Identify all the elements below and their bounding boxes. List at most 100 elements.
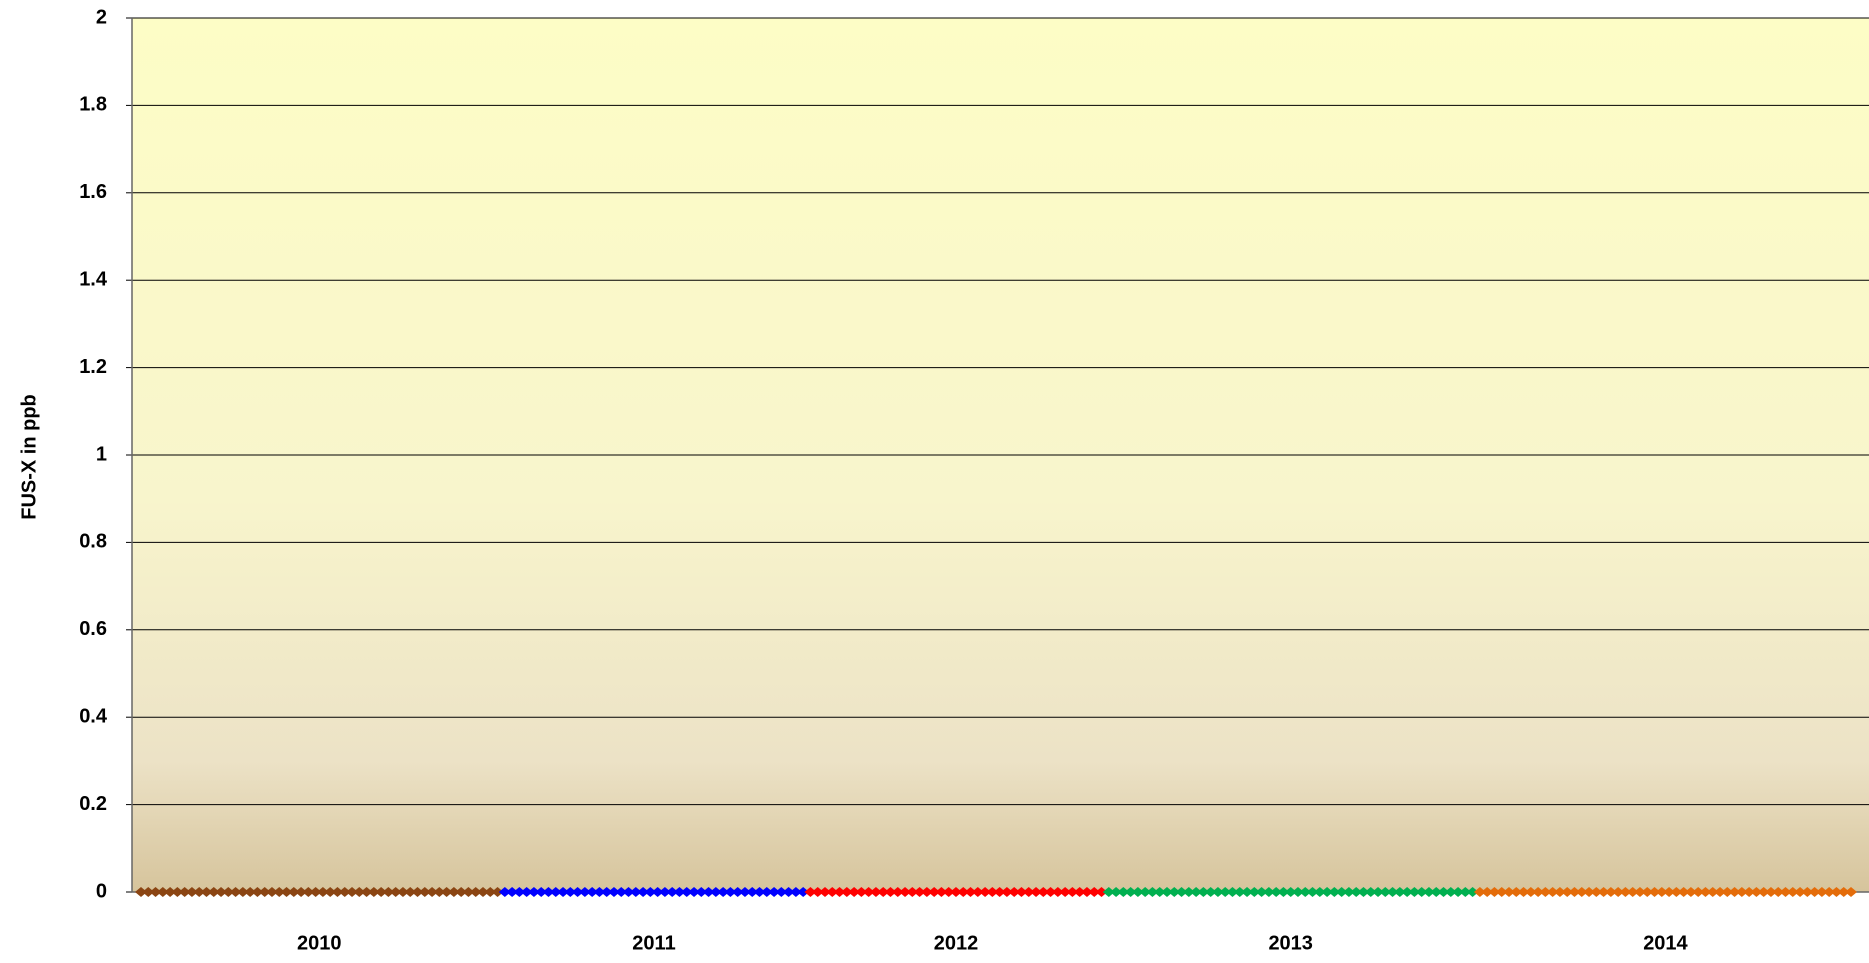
marker	[1059, 887, 1072, 897]
marker	[775, 887, 788, 897]
marker	[637, 887, 650, 897]
marker	[935, 887, 948, 897]
marker	[1510, 887, 1523, 897]
marker	[1008, 887, 1021, 897]
marker	[738, 887, 751, 897]
marker	[1422, 887, 1435, 897]
marker	[1095, 887, 1108, 897]
marker	[1808, 887, 1821, 897]
marker	[396, 887, 409, 897]
marker	[1190, 887, 1203, 897]
marker	[367, 887, 380, 897]
marker	[1037, 887, 1050, 897]
marker	[884, 887, 897, 897]
marker	[382, 887, 395, 897]
marker	[1233, 887, 1246, 897]
marker	[360, 887, 373, 897]
y-tick-label: 0	[96, 880, 107, 902]
marker	[1779, 887, 1792, 897]
marker	[593, 887, 606, 897]
y-tick-label: 1	[96, 443, 107, 465]
marker	[1197, 887, 1210, 897]
marker	[375, 887, 388, 897]
marker	[1764, 887, 1777, 897]
marker	[1845, 887, 1857, 897]
marker	[651, 887, 664, 897]
marker	[709, 887, 722, 897]
marker	[1706, 887, 1719, 897]
marker	[1248, 887, 1261, 897]
marker	[1321, 887, 1334, 897]
marker	[287, 887, 300, 897]
marker	[731, 887, 744, 897]
marker	[869, 887, 882, 897]
marker	[957, 887, 970, 897]
marker	[1277, 887, 1290, 897]
marker	[1284, 887, 1297, 897]
marker	[1437, 887, 1450, 897]
y-tick-label: 1.8	[79, 94, 107, 116]
marker	[229, 887, 242, 897]
marker	[1241, 887, 1254, 897]
marker	[717, 887, 730, 897]
y-axis-label: FUS-X in ppb	[18, 394, 40, 520]
marker	[1226, 887, 1239, 897]
marker	[819, 887, 831, 897]
marker	[1655, 887, 1668, 897]
marker	[324, 887, 337, 897]
marker	[178, 887, 191, 897]
marker	[1110, 887, 1123, 897]
marker	[586, 887, 599, 897]
marker	[1488, 887, 1501, 897]
marker	[149, 887, 162, 897]
y-tick-label: 0.2	[79, 793, 107, 815]
marker	[1663, 887, 1676, 897]
marker	[1066, 887, 1079, 897]
marker	[557, 887, 570, 897]
marker	[1452, 887, 1465, 897]
marker	[840, 887, 853, 897]
marker	[1481, 887, 1494, 897]
marker	[1583, 887, 1596, 897]
marker	[477, 887, 489, 897]
marker	[527, 887, 540, 897]
y-tick-label: 0.4	[79, 705, 108, 727]
marker	[353, 887, 366, 897]
marker	[222, 887, 235, 897]
marker	[1503, 887, 1515, 897]
marker	[797, 887, 810, 897]
marker	[899, 887, 912, 897]
marker	[1619, 887, 1632, 897]
marker	[1692, 887, 1705, 897]
marker	[346, 887, 359, 897]
marker	[1051, 887, 1064, 897]
marker	[1495, 887, 1508, 897]
marker	[1357, 887, 1370, 897]
marker	[666, 887, 679, 897]
marker	[1102, 887, 1115, 897]
marker	[746, 887, 759, 897]
marker	[760, 887, 773, 897]
marker	[1139, 887, 1152, 897]
marker	[1291, 887, 1304, 897]
marker	[1794, 887, 1807, 897]
marker	[571, 887, 584, 897]
marker	[600, 887, 613, 897]
marker	[848, 887, 861, 897]
marker	[1328, 887, 1341, 897]
marker	[1415, 887, 1428, 897]
marker	[1204, 887, 1217, 897]
marker	[1131, 887, 1144, 897]
marker	[680, 887, 693, 897]
marker	[695, 887, 708, 897]
marker	[971, 887, 984, 897]
marker	[469, 887, 482, 897]
marker	[411, 887, 424, 897]
marker	[331, 887, 344, 897]
y-tick-label: 0.6	[79, 618, 107, 640]
marker	[1801, 887, 1814, 897]
marker	[1342, 887, 1355, 897]
marker	[1270, 887, 1283, 897]
marker	[986, 887, 999, 897]
